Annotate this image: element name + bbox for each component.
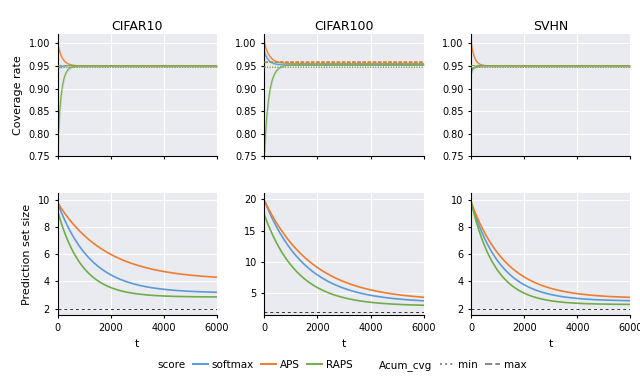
X-axis label: t: t: [548, 339, 553, 348]
Title: CIFAR100: CIFAR100: [314, 20, 374, 33]
Y-axis label: Prediction set size: Prediction set size: [22, 204, 32, 305]
X-axis label: t: t: [342, 339, 346, 348]
Y-axis label: Coverage rate: Coverage rate: [13, 55, 23, 135]
Title: SVHN: SVHN: [533, 20, 568, 33]
Legend: score, softmax, APS, RAPS, Acum_cvg, min, max: score, softmax, APS, RAPS, Acum_cvg, min…: [135, 356, 531, 375]
X-axis label: t: t: [135, 339, 140, 348]
Title: CIFAR10: CIFAR10: [111, 20, 163, 33]
